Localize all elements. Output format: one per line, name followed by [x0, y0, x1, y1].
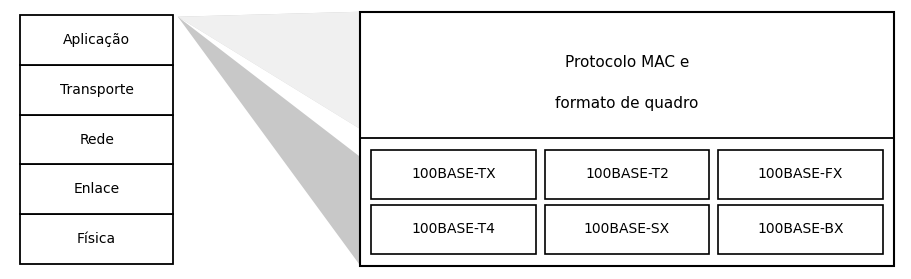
- Bar: [20, 214, 173, 264]
- Polygon shape: [178, 17, 360, 157]
- Bar: [371, 205, 535, 254]
- Bar: [718, 150, 882, 199]
- Bar: [718, 205, 882, 254]
- Text: 100BASE-SX: 100BASE-SX: [583, 222, 670, 236]
- Bar: [360, 12, 893, 266]
- Text: 100BASE-BX: 100BASE-BX: [756, 222, 843, 236]
- Text: 100BASE-TX: 100BASE-TX: [411, 167, 496, 181]
- Text: Transporte: Transporte: [59, 83, 134, 97]
- Text: Aplicação: Aplicação: [63, 33, 130, 47]
- Bar: [544, 205, 709, 254]
- Text: 100BASE-T4: 100BASE-T4: [411, 222, 495, 236]
- Bar: [371, 150, 535, 199]
- Bar: [20, 115, 173, 164]
- Polygon shape: [178, 12, 360, 266]
- Text: 100BASE-FX: 100BASE-FX: [757, 167, 843, 181]
- Polygon shape: [178, 12, 360, 129]
- Text: Protocolo MAC e: Protocolo MAC e: [564, 55, 689, 70]
- Bar: [20, 164, 173, 214]
- Bar: [544, 150, 709, 199]
- Text: Enlace: Enlace: [74, 182, 119, 196]
- Text: Física: Física: [77, 232, 116, 246]
- Text: formato de quadro: formato de quadro: [555, 96, 698, 110]
- Text: Rede: Rede: [79, 133, 114, 146]
- Bar: [20, 15, 173, 65]
- Bar: [20, 65, 173, 115]
- Text: 100BASE-T2: 100BASE-T2: [585, 167, 668, 181]
